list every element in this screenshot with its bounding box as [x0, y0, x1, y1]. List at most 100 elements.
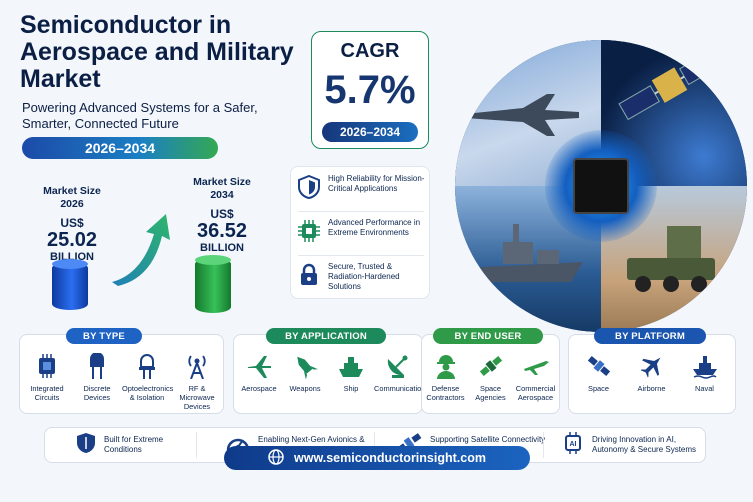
- page-subtitle: Powering Advanced Systems for a Safer, S…: [22, 100, 258, 131]
- benefit-text: Driving Innovation in AI, Autonomy & Sec…: [592, 434, 697, 454]
- currency-label: US$: [210, 207, 234, 221]
- lock-icon: [296, 262, 322, 288]
- website-link[interactable]: www.semiconductorinsight.com: [224, 446, 530, 470]
- market-size-value: 25.02: [46, 229, 98, 251]
- by-end-user-items: Defense Contractors Space Agencies Comme…: [423, 351, 558, 402]
- currency-label: US$: [60, 216, 84, 230]
- application-aerospace: Aerospace: [236, 351, 282, 393]
- satellite-icon: [618, 50, 721, 121]
- discrete-device-icon: [72, 351, 122, 381]
- type-integrated-circuits: Integrated Circuits: [22, 351, 72, 411]
- item-label: Optoelectronics & Isolation: [122, 384, 174, 402]
- benefit-ai: AI Driving Innovation in AI, Autonomy & …: [562, 432, 704, 457]
- divider: [374, 432, 375, 458]
- airliner-icon: [513, 351, 558, 381]
- end-user-space-agencies: Space Agencies: [468, 351, 513, 402]
- page-title: Semiconductor in Aerospace and Military …: [20, 11, 294, 93]
- by-application-items: Aerospace Weapons Ship Communication: [236, 351, 426, 393]
- feature-text: High Reliability for Mission-Critical Ap…: [328, 174, 425, 193]
- chip-icon: [296, 218, 322, 244]
- satellite-icon: [468, 351, 513, 381]
- end-user-defense-contractors: Defense Contractors: [423, 351, 468, 402]
- market-size-label: Market Size 2034: [193, 176, 251, 201]
- type-rf-microwave: RF & Microwave Devices: [172, 351, 222, 411]
- benefit-extreme-conditions: Built for Extreme Conditions: [76, 432, 196, 457]
- market-size-2026: Market Size 2026 US$ 25.02 BILLION: [30, 185, 114, 263]
- divider: [298, 211, 424, 212]
- by-type-label: BY TYPE: [66, 328, 142, 344]
- item-label: Defense Contractors: [426, 384, 465, 402]
- item-label: Discrete Devices: [83, 384, 111, 402]
- bar-2034: [195, 258, 231, 313]
- website-url: www.semiconductorinsight.com: [294, 451, 486, 465]
- type-discrete-devices: Discrete Devices: [72, 351, 122, 411]
- processor-icon: [22, 351, 72, 381]
- globe-icon: [268, 448, 284, 468]
- end-user-commercial-aerospace: Commercial Aerospace: [513, 351, 558, 402]
- contractor-icon: [423, 351, 468, 381]
- platform-naval: Naval: [678, 351, 731, 393]
- item-label: Aerospace: [241, 384, 277, 393]
- antenna-icon: [172, 351, 222, 381]
- growth-arrow-icon: [112, 214, 170, 286]
- fighter-jet-icon: [465, 94, 579, 136]
- item-label: Weapons: [289, 384, 321, 393]
- benefit-text: Built for Extreme Conditions: [104, 434, 164, 454]
- item-label: Airborne: [637, 384, 666, 393]
- feature-performance: Advanced Performance in Extreme Environm…: [296, 218, 426, 244]
- warship-icon: [678, 351, 731, 381]
- market-size-2034: Market Size 2034 US$ 36.52 BILLION: [180, 176, 264, 254]
- item-label: Integrated Circuits: [30, 384, 64, 402]
- item-label: Commercial Aerospace: [515, 384, 556, 402]
- item-label: Communication: [374, 384, 426, 393]
- hero-image: [455, 40, 747, 332]
- application-communication: Communication: [374, 351, 426, 393]
- divider: [196, 432, 197, 458]
- feature-text: Advanced Performance in Extreme Environm…: [328, 218, 421, 237]
- led-icon: [122, 351, 172, 381]
- military-vehicle-icon: [627, 226, 715, 292]
- satellite-icon: [572, 351, 625, 381]
- feature-security: Secure, Trusted & Radiation-Hardened Sol…: [296, 262, 426, 292]
- cagr-years: 2026–2034: [322, 122, 418, 142]
- type-optoelectronics: Optoelectronics & Isolation: [122, 351, 174, 411]
- application-ship: Ship: [328, 351, 374, 393]
- missile-icon: [282, 351, 328, 381]
- item-label: Naval: [695, 384, 714, 393]
- by-platform-label: BY PLATFORM: [594, 328, 706, 344]
- by-platform-items: Space Airborne Naval: [572, 351, 732, 393]
- bar-2034-top: [195, 255, 231, 265]
- years-badge: 2026–2034: [22, 137, 218, 159]
- ai-chip-icon: AI: [562, 432, 584, 457]
- warship-icon: [465, 224, 583, 282]
- jet-icon: [625, 351, 678, 381]
- bar-2026-top: [52, 259, 88, 269]
- bar-2026: [52, 262, 88, 310]
- cagr-label: CAGR: [340, 40, 400, 62]
- ship-icon: [328, 351, 374, 381]
- platform-airborne: Airborne: [625, 351, 678, 393]
- item-label: Space Agencies: [475, 384, 506, 402]
- by-type-items: Integrated Circuits Discrete Devices Opt…: [22, 351, 222, 411]
- by-type-panel: [19, 334, 224, 414]
- market-size-value: 36.52: [196, 220, 248, 242]
- feature-reliability: High Reliability for Mission-Critical Ap…: [296, 174, 426, 200]
- shield-icon: [296, 174, 322, 200]
- satellite-dish-icon: [374, 351, 420, 381]
- market-size-label: Market Size 2026: [43, 185, 101, 210]
- aircraft-icon: [236, 351, 282, 381]
- divider: [298, 255, 424, 256]
- item-label: RF & Microwave Devices: [179, 384, 215, 411]
- application-weapons: Weapons: [282, 351, 328, 393]
- item-label: Ship: [343, 384, 359, 393]
- item-label: Space: [588, 384, 609, 393]
- shield-icon: [76, 432, 96, 457]
- by-end-user-label: BY END USER: [433, 328, 543, 344]
- cagr-value: 5.7%: [324, 68, 416, 112]
- feature-text: Secure, Trusted & Radiation-Hardened Sol…: [328, 262, 400, 291]
- processor-chip-icon: [573, 158, 629, 214]
- platform-space: Space: [572, 351, 625, 393]
- by-application-label: BY APPLICATION: [266, 328, 386, 344]
- unit-label: BILLION: [200, 242, 244, 254]
- svg-text:AI: AI: [570, 441, 577, 448]
